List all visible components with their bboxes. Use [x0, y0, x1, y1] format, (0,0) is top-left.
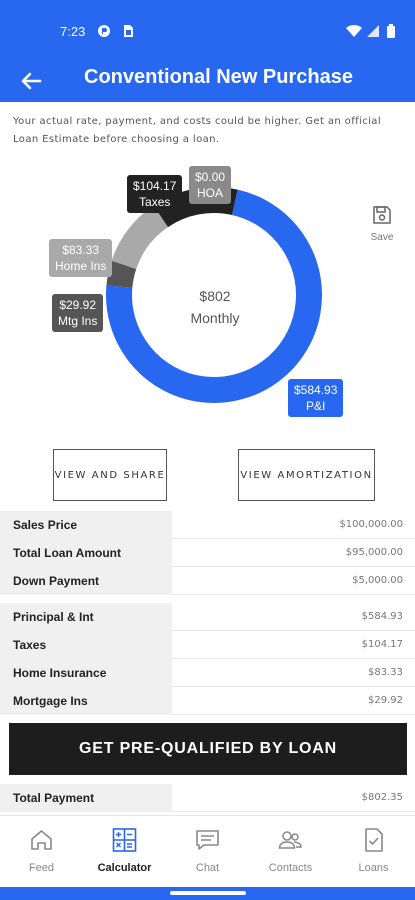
table-row: Home Insurance $83.33 [0, 659, 415, 687]
nav-label: Chat [195, 862, 220, 874]
nav-calculator[interactable]: Calculator [83, 816, 166, 888]
table-row: Principal & Int $584.93 [0, 603, 415, 631]
row-value: $5,000.00 [352, 575, 403, 586]
table-row: Total Loan Amount $95,000.00 [0, 539, 415, 567]
row-label: Mortgage Ins [0, 687, 172, 715]
taxes-label: Taxes [139, 195, 171, 209]
nav-label: Calculator [97, 862, 152, 874]
calculator-icon [112, 828, 137, 852]
row-label: Principal & Int [0, 603, 172, 631]
row-value: $802.35 [361, 792, 403, 803]
row-label: Taxes [0, 631, 172, 659]
document-check-icon [365, 828, 383, 852]
wifi-icon [346, 24, 362, 37]
nav-contacts[interactable]: Contacts [249, 816, 332, 888]
taxes-amount: $104.17 [133, 179, 177, 193]
mtg-ins-tag: $29.92 Mtg Ins [52, 294, 104, 332]
cell-signal-icon [367, 25, 379, 37]
payment-breakdown-table: Principal & Int $584.93 Taxes $104.17 Ho… [0, 603, 415, 715]
gesture-bar [0, 887, 415, 900]
table-row: Taxes $104.17 [0, 631, 415, 659]
bottom-navigation: Feed Calculator Chat Contacts [0, 815, 415, 887]
row-value: $29.92 [368, 695, 403, 706]
loan-summary-table: Sales Price $100,000.00 Total Loan Amoun… [0, 511, 415, 595]
monthly-amount: $802 [199, 288, 231, 304]
home-ins-label: Home Ins [55, 259, 107, 273]
sim-card-icon [124, 25, 133, 37]
mtg-ins-label: Mtg Ins [58, 314, 98, 328]
payment-breakdown-chart: $802 Monthly $104.17 Taxes $0.00 HOA $83… [0, 160, 415, 430]
status-bar: 7:23 [0, 0, 415, 60]
home-gesture-handle[interactable] [170, 891, 246, 895]
mtg-ins-amount: $29.92 [59, 298, 97, 312]
nav-label: Feed [28, 862, 55, 874]
row-value: $95,000.00 [345, 547, 403, 558]
donut-segment-p-i [106, 189, 322, 403]
pi-amount: $584.93 [294, 383, 338, 397]
nav-label: Contacts [268, 862, 313, 874]
save-icon [373, 206, 391, 224]
contacts-icon [278, 831, 302, 849]
get-prequalified-button[interactable]: GET PRE-QUALIFIED BY LOAN [9, 723, 407, 775]
table-row: Mortgage Ins $29.92 [0, 687, 415, 715]
hoa-tag: $0.00 HOA [189, 166, 232, 204]
table-row: Sales Price $100,000.00 [0, 511, 415, 539]
pi-label: P&I [306, 399, 326, 413]
row-value: $584.93 [361, 611, 403, 622]
home-ins-amount: $83.33 [62, 243, 100, 257]
battery-icon [387, 24, 395, 38]
table-row: Total Payment $802.35 [0, 784, 415, 812]
app-notification-icon [98, 25, 110, 37]
page-title: Conventional New Purchase [84, 66, 353, 88]
donut-segment-home-ins [111, 205, 169, 270]
taxes-tag: $104.17 Taxes [127, 175, 183, 213]
hoa-label: HOA [197, 186, 224, 200]
home-icon [31, 830, 52, 850]
disclaimer-text: Your actual rate, payment, and costs cou… [13, 116, 382, 145]
row-label: Total Loan Amount [0, 539, 172, 567]
row-value: $104.17 [361, 639, 403, 650]
total-table: Total Payment $802.35 [0, 784, 415, 812]
chat-icon [196, 830, 219, 850]
row-label: Sales Price [0, 511, 172, 539]
row-value: $100,000.00 [339, 519, 403, 530]
save-button[interactable]: Save [362, 205, 402, 243]
view-and-share-button[interactable]: VIEW AND SHARE [53, 449, 167, 501]
nav-label: Loans [358, 862, 389, 874]
row-label: Home Insurance [0, 659, 172, 687]
row-label: Down Payment [0, 567, 172, 595]
pi-tag: $584.93 P&I [288, 379, 344, 417]
hoa-amount: $0.00 [195, 170, 226, 184]
row-label: Total Payment [0, 784, 172, 812]
save-label: Save [370, 232, 394, 243]
app-bar: Conventional New Purchase [0, 60, 415, 102]
home-ins-tag: $83.33 Home Ins [49, 239, 113, 277]
back-arrow-icon[interactable] [16, 66, 46, 96]
row-value: $83.33 [368, 667, 403, 678]
donut-center: $802 Monthly [160, 285, 270, 329]
nav-loans[interactable]: Loans [332, 816, 415, 888]
monthly-label: Monthly [190, 310, 240, 326]
nav-feed[interactable]: Feed [0, 816, 83, 888]
donut-segment-mtg-ins [106, 260, 137, 289]
status-time: 7:23 [60, 24, 86, 39]
nav-chat[interactable]: Chat [166, 816, 249, 888]
table-row: Down Payment $5,000.00 [0, 567, 415, 595]
view-amortization-button[interactable]: VIEW AMORTIZATION [238, 449, 375, 501]
